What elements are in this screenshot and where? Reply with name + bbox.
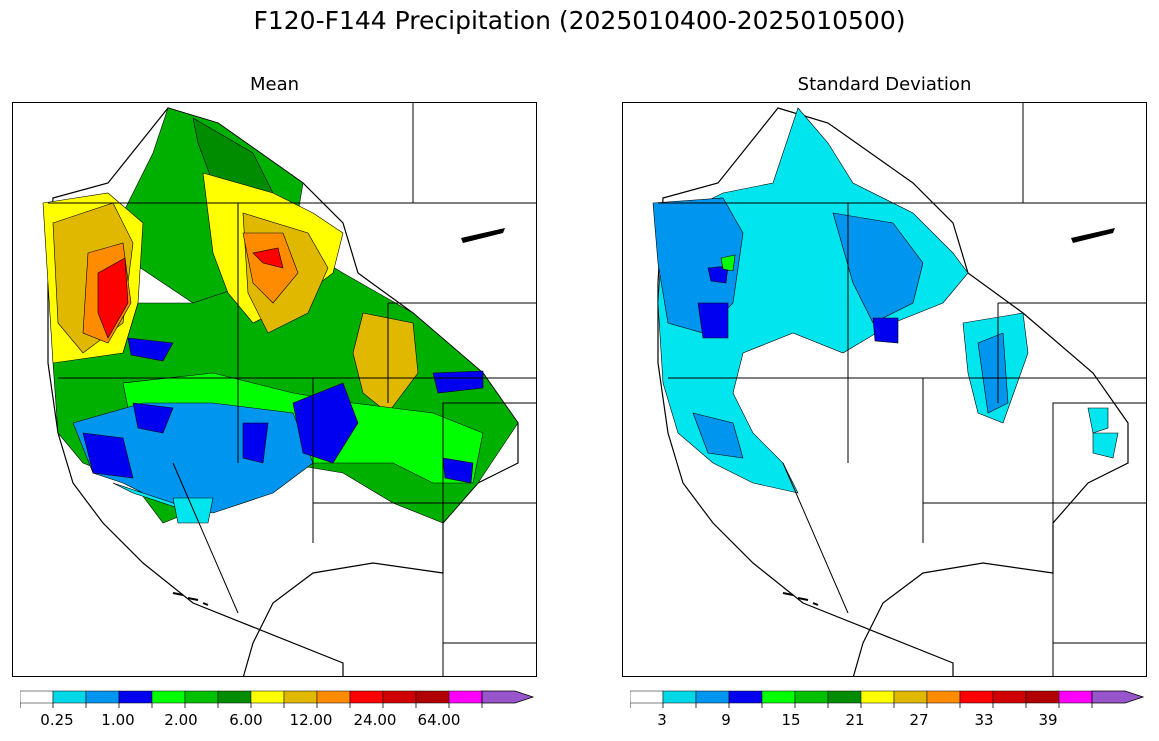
channel-islands <box>782 592 819 606</box>
region-blue-5 <box>242 422 269 464</box>
colorbar-segment <box>926 690 961 704</box>
colorbar-segment <box>827 690 862 704</box>
great-salt-lake <box>1071 228 1115 243</box>
region-blue-3 <box>82 432 134 479</box>
region-lime-1 <box>720 254 736 272</box>
colorbar-segment <box>283 690 318 704</box>
colorbar-segment <box>860 690 895 704</box>
cb-tick-mean-1: 1.00 <box>101 711 135 729</box>
cb-tick-stddev-5: 33 <box>974 711 994 729</box>
colorbar-segment <box>1058 690 1093 704</box>
cb-tick-mean-0: 0.25 <box>40 711 74 729</box>
region-blue-6 <box>432 370 484 394</box>
region-cyan-far-east-2 <box>1092 432 1119 459</box>
region-ltblue-2 <box>832 212 924 324</box>
region-blue-2 <box>132 402 174 434</box>
colorbar-segment <box>217 690 252 704</box>
panel-title-mean: Mean <box>249 74 300 95</box>
colorbar-stddev <box>630 690 1145 708</box>
panel-title-stddev: Standard Deviation <box>797 74 972 95</box>
great-salt-lake <box>461 228 505 243</box>
cb-tick-stddev-1: 9 <box>721 711 731 729</box>
colorbar-segment <box>250 690 285 704</box>
colorbar-segment <box>1025 690 1060 704</box>
colorbar-segment <box>992 690 1027 704</box>
region-blue-7 <box>442 457 474 484</box>
colorbar-segment <box>382 690 417 704</box>
colorbar-segment <box>151 690 186 704</box>
cb-tick-mean-3: 6.00 <box>229 711 263 729</box>
region-cyan-far-east <box>1087 407 1109 434</box>
cb-tick-stddev-0: 3 <box>657 711 667 729</box>
colorbar-segment <box>415 690 450 704</box>
colorbar-segment <box>85 690 120 704</box>
region-blue-3 <box>707 265 729 284</box>
colorbar-segment <box>349 690 384 704</box>
cb-tick-mean-6: 64.00 <box>417 711 461 729</box>
region-blue-2 <box>872 317 899 344</box>
cb-tick-stddev-2: 15 <box>781 711 801 729</box>
colorbar-extend-arrow <box>1091 690 1145 704</box>
colorbar-segment <box>893 690 928 704</box>
colorbar-segment <box>316 690 351 704</box>
colorbar-segment <box>728 690 763 704</box>
region-red-west <box>97 257 129 339</box>
colorbar-segment <box>448 690 483 704</box>
colorbar-extend-arrow <box>481 690 535 704</box>
colorbar-segment <box>630 690 664 704</box>
colorbar-segment <box>52 690 87 704</box>
colorbar-segment <box>761 690 796 704</box>
state-borders <box>48 103 536 676</box>
map-stddev <box>622 102 1147 677</box>
region-ltblue-4 <box>692 412 744 459</box>
cb-tick-mean-2: 2.00 <box>164 711 198 729</box>
region-red-east <box>252 247 284 269</box>
figure-title: F120-F144 Precipitation (2025010400-2025… <box>253 6 906 35</box>
region-cyan-south-2 <box>172 497 214 524</box>
colorbar-segment <box>959 690 994 704</box>
colorbar-mean <box>20 690 535 708</box>
colorbar-segment <box>695 690 730 704</box>
cb-tick-stddev-4: 27 <box>909 711 929 729</box>
cb-tick-mean-5: 24.00 <box>353 711 397 729</box>
map-mean <box>12 102 537 677</box>
cb-tick-stddev-3: 21 <box>845 711 865 729</box>
colorbar-segment <box>662 690 697 704</box>
colorbar-segment <box>20 690 54 704</box>
colorbar-segment <box>794 690 829 704</box>
region-blue-1 <box>127 337 174 362</box>
region-blue-4 <box>292 382 359 464</box>
region-ltblue-3 <box>977 332 1009 414</box>
region-blue-1 <box>697 302 729 339</box>
region-cyan-main <box>657 107 969 494</box>
cb-tick-stddev-6: 39 <box>1038 711 1058 729</box>
cb-tick-mean-4: 12.00 <box>289 711 333 729</box>
channel-islands <box>172 592 209 606</box>
region-orange-east <box>242 232 299 304</box>
colorbar-segment <box>118 690 153 704</box>
colorbar-segment <box>184 690 219 704</box>
state-borders <box>658 103 1146 676</box>
